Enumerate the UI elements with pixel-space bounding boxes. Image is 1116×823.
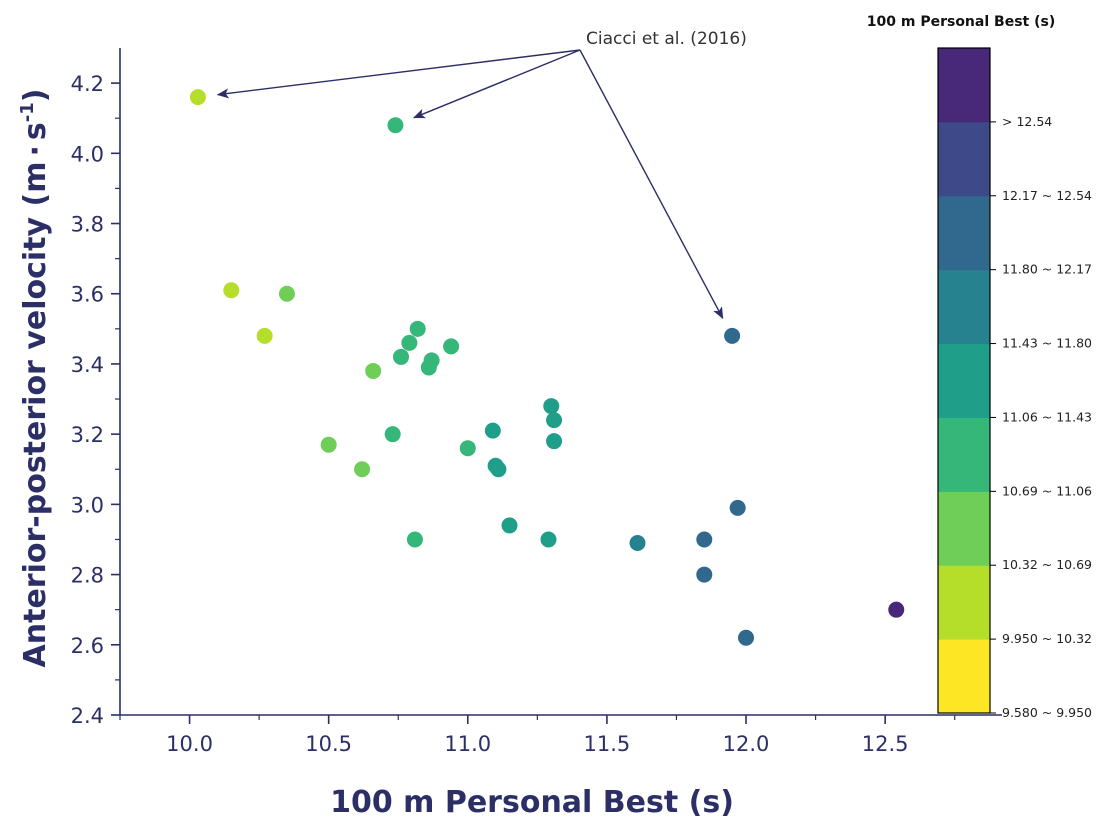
data-point	[365, 362, 382, 379]
x-tick-label: 12.0	[723, 732, 770, 756]
data-point	[546, 433, 563, 450]
data-point	[420, 359, 437, 376]
colorbar-frame	[937, 47, 991, 714]
data-point	[406, 531, 423, 548]
y-tick-label: 3.8	[71, 213, 104, 237]
x-tick-label: 10.0	[166, 732, 213, 756]
y-tick-label: 3.0	[71, 493, 104, 517]
data-point	[540, 531, 557, 548]
data-point	[443, 338, 460, 355]
y-axis-title-close: )	[18, 89, 53, 103]
colorbar-tick-label: 11.80 ~ 12.17	[1002, 262, 1092, 277]
data-point	[501, 517, 518, 534]
colorbar-tick-label: 11.06 ~ 11.43	[1002, 409, 1092, 424]
x-tick-label: 10.5	[305, 732, 352, 756]
data-point	[189, 89, 206, 106]
colorbar-bin	[938, 417, 990, 492]
scatter-points	[189, 89, 905, 646]
data-point	[401, 334, 418, 351]
colorbar-bin	[938, 121, 990, 197]
colorbar: 9.580 ~ 9.950 9.950 ~ 10.32 10.32 ~ 10.69 1…	[867, 14, 1092, 720]
annotation-arrow	[216, 49, 581, 99]
x-tick-label: 12.5	[862, 732, 909, 756]
data-point	[696, 566, 713, 583]
data-point	[484, 422, 501, 439]
y-tick-label: 3.2	[71, 423, 104, 447]
colorbar-title: 100 m Personal Best (s)	[867, 14, 1055, 30]
colorbar-bin	[938, 48, 990, 123]
colorbar-tick-label: 12.17 ~ 12.54	[1002, 188, 1092, 203]
axes: 2.4 2.6 2.8 3.0 3.2 3.4 3.6 3.8 4.0 4.2 10.0 10.5 11…	[71, 48, 1002, 756]
colorbar-bin	[938, 491, 990, 566]
colorbar-bin	[938, 269, 990, 345]
data-point	[738, 629, 755, 646]
data-point	[409, 320, 426, 337]
annotation-arrow	[413, 49, 581, 119]
y-tick-label: 2.4	[71, 704, 104, 728]
annotation-label: Ciacci et al. (2016)	[586, 29, 747, 49]
data-point	[354, 461, 371, 478]
data-point	[384, 426, 401, 443]
data-point	[724, 327, 741, 344]
colorbar-bin	[938, 343, 990, 418]
data-point	[696, 531, 713, 548]
data-point	[387, 117, 404, 134]
data-point	[223, 282, 240, 299]
data-point	[490, 461, 507, 478]
colorbar-tick-label: 9.580 ~ 9.950	[1002, 705, 1092, 720]
data-point	[256, 327, 273, 344]
y-tick-label: 4.0	[71, 142, 104, 166]
annotation	[216, 49, 724, 320]
x-axis-title: 100 m Personal Best (s)	[330, 785, 734, 820]
data-point	[888, 601, 905, 618]
y-tick-label: 3.6	[71, 283, 104, 307]
colorbar-bin	[938, 565, 990, 640]
y-tick-label: 2.6	[71, 634, 104, 658]
colorbar-tick-label: 11.43 ~ 11.80	[1002, 336, 1092, 351]
colorbar-bin	[938, 639, 990, 714]
data-point	[629, 534, 646, 551]
colorbar-tick-label: 10.69 ~ 11.06	[1002, 483, 1092, 498]
data-point	[546, 412, 563, 429]
y-tick-label: 4.2	[71, 72, 104, 96]
data-point	[278, 285, 295, 302]
y-axis-title: Anterior-posterior velocity (m · s-1)	[17, 89, 53, 668]
annotation-arrow	[579, 49, 724, 320]
y-axis-title-main: Anterior-posterior velocity (m	[18, 162, 53, 668]
colorbar-tick-label: > 12.54	[1002, 114, 1052, 129]
x-tick-label: 11.5	[584, 732, 631, 756]
y-axis-title-unit: s	[18, 122, 53, 140]
data-point	[729, 499, 746, 516]
colorbar-tick-label: 9.950 ~ 10.32	[1002, 631, 1092, 646]
colorbar-tick-label: 10.32 ~ 10.69	[1002, 557, 1092, 572]
y-tick-label: 2.8	[71, 564, 104, 588]
data-point	[543, 398, 560, 415]
data-point	[459, 440, 476, 457]
data-point	[320, 436, 337, 453]
x-tick-label: 11.0	[444, 732, 491, 756]
colorbar-bin	[938, 195, 990, 271]
y-tick-label: 3.4	[71, 353, 104, 377]
y-axis-title-superscript: -1	[17, 102, 38, 122]
data-point	[393, 348, 410, 365]
y-axis-title-dot: ·	[18, 145, 53, 156]
